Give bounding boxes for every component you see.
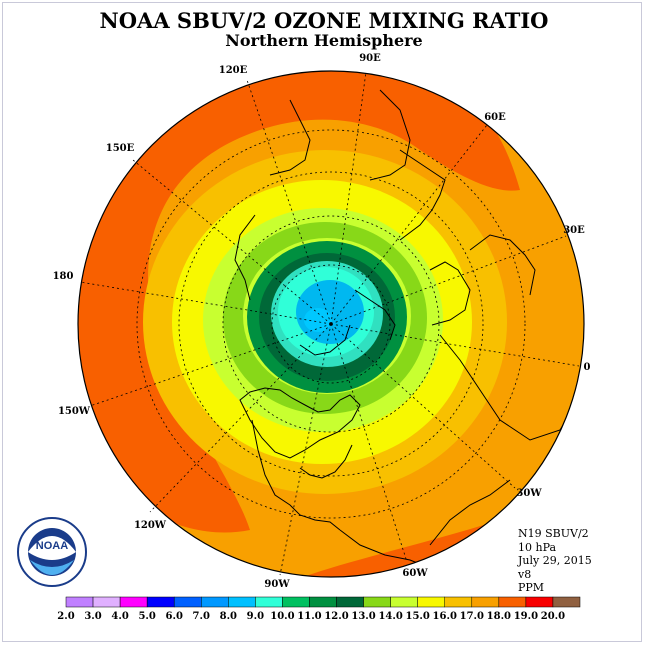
legend-swatch xyxy=(336,596,364,608)
logo-gull xyxy=(28,536,76,560)
lon-label-30w: 30W xyxy=(516,488,542,499)
info-level: 10 hPa xyxy=(518,540,557,554)
lon-label-90w: 90W xyxy=(264,579,290,590)
legend-swatch xyxy=(444,596,473,608)
field-band-8 xyxy=(296,280,364,344)
legend-swatch xyxy=(201,596,229,608)
lon-label-90e: 90E xyxy=(359,53,381,64)
info-unit: PPM xyxy=(518,581,545,594)
legend-swatch xyxy=(282,596,310,608)
legend-tick-label: 19.0 xyxy=(514,611,538,622)
info-satellite: N19 SBUV/2 xyxy=(518,527,589,540)
lon-label-60e: 60E xyxy=(484,112,506,123)
legend-swatch xyxy=(498,596,527,608)
coastlines xyxy=(234,89,579,577)
legend-tick-label: 18.0 xyxy=(487,611,511,622)
legend-tick-label: 16.0 xyxy=(433,611,457,622)
latitude-circle-50 xyxy=(136,129,526,519)
legend-swatch xyxy=(173,596,202,608)
info-date: July 29, 2015 xyxy=(518,554,592,567)
lon-label-150e: 150E xyxy=(106,143,135,154)
legend-swatch xyxy=(552,596,581,608)
latitude-circle-70 xyxy=(222,215,440,433)
latitude-circle-80 xyxy=(271,264,391,384)
field-band-8b xyxy=(304,308,332,332)
info-block: N19 SBUV/2 10 hPa July 29, 2015 v8 PPM xyxy=(518,527,592,595)
legend-tick-label: 14.0 xyxy=(378,611,402,622)
legend-swatch xyxy=(309,596,337,608)
legend-tick-label: 12.0 xyxy=(324,611,348,622)
legend-swatch xyxy=(119,596,148,608)
lon-label-0: 0 xyxy=(584,362,591,373)
legend-tick-label: 3.0 xyxy=(84,611,101,622)
info-version: v8 xyxy=(518,567,532,581)
legend-tick-label: 7.0 xyxy=(193,611,210,622)
logo-text: NOAA xyxy=(36,540,68,552)
legend-tick-label: 10.0 xyxy=(270,611,294,622)
legend-swatch xyxy=(65,596,94,608)
logo-wave xyxy=(30,560,74,575)
legend-tick-label: 6.0 xyxy=(166,611,183,622)
lon-label-150w: 150W xyxy=(58,406,91,417)
legend-swatch xyxy=(228,596,256,608)
lon-label-30e: 30E xyxy=(563,225,585,236)
page-title: NOAA SBUV/2 OZONE MIXING RATIO xyxy=(99,8,549,33)
legend-tick-label: 20.0 xyxy=(541,611,565,622)
lon-label-120w: 120W xyxy=(134,520,167,531)
legend-swatch xyxy=(255,596,283,608)
color-legend: 2.0 3.0 4.0 5.0 6.0 7.0 8.0 9.0 10.0 11.0 12.0 13.0… xyxy=(57,596,581,622)
legend-swatch xyxy=(417,596,445,608)
longitude-labels: 90E 60E 30E 0 30W 60W 90W 120W 150W 180 … xyxy=(53,53,591,590)
graticule xyxy=(79,71,580,576)
legend-swatch xyxy=(471,596,500,608)
legend-swatch xyxy=(525,596,554,608)
legend-tick-label: 11.0 xyxy=(297,611,321,622)
legend-swatch xyxy=(92,596,121,608)
lon-label-120e: 120E xyxy=(219,65,248,76)
figure-frame xyxy=(2,2,642,642)
latitude-circle-60 xyxy=(178,171,484,477)
map-border xyxy=(77,70,585,578)
noaa-logo: NOAA xyxy=(17,517,87,587)
legend-tick-label: 2.0 xyxy=(57,611,74,622)
legend-swatch xyxy=(146,596,175,608)
legend-swatch xyxy=(363,596,391,608)
legend-tick-label: 8.0 xyxy=(220,611,237,622)
lon-label-180: 180 xyxy=(53,271,74,282)
legend-tick-label: 17.0 xyxy=(460,611,484,622)
lon-label-60w: 60W xyxy=(402,568,428,579)
legend-tick-label: 13.0 xyxy=(351,611,375,622)
legend-tick-label: 15.0 xyxy=(406,611,430,622)
legend-tick-label: 5.0 xyxy=(138,611,155,622)
legend-swatch xyxy=(390,596,418,608)
legend-tick-label: 4.0 xyxy=(111,611,128,622)
page-subtitle: Northern Hemisphere xyxy=(225,31,423,50)
legend-tick-label: 9.0 xyxy=(247,611,264,622)
